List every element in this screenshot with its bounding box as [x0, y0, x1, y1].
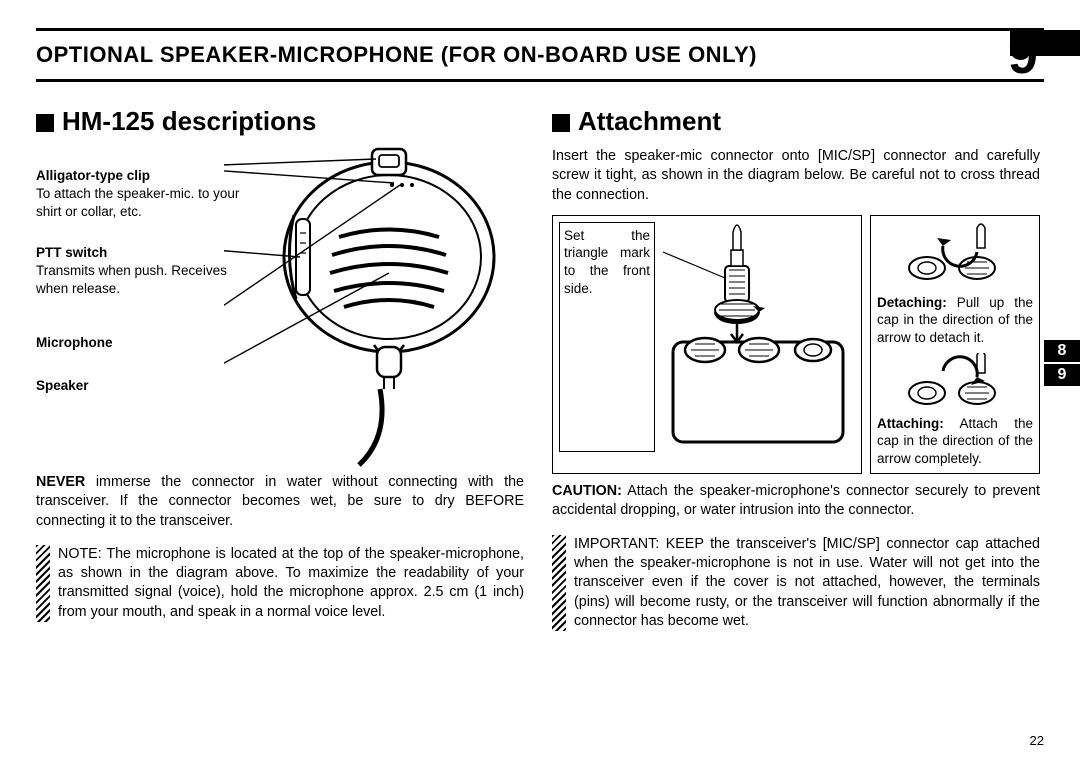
header-black-block [1010, 30, 1080, 56]
page-number: 22 [1030, 733, 1044, 748]
caution-paragraph: CAUTION: Attach the speaker-microphone's… [552, 482, 1040, 521]
detaching-illustration [877, 222, 1033, 292]
side-index-tabs: 8 9 [1044, 340, 1080, 388]
note-block: NOTE: The microphone is located at the t… [36, 545, 524, 622]
hatch-pattern-icon [552, 535, 566, 631]
label-ptt-title: PTT switch [36, 245, 107, 260]
never-text: immerse the connector in water without c… [36, 474, 524, 529]
note-text: NOTE: The microphone is located at the t… [58, 545, 524, 622]
attaching-illustration [877, 353, 1033, 413]
detaching-title: Detaching: [877, 295, 947, 310]
label-mic-title: Microphone [36, 335, 113, 350]
attachment-intro: Insert the speaker-mic connector onto [M… [552, 147, 1040, 205]
section-bullet-icon [36, 114, 54, 132]
section-title-attachment: Attachment [552, 106, 1040, 137]
hatch-pattern-icon [36, 545, 50, 622]
connector-illustration [663, 222, 853, 452]
tab-9: 9 [1044, 364, 1080, 386]
label-microphone: Microphone [36, 334, 246, 352]
chapter-header: OPTIONAL SPEAKER-MICROPHONE (FOR ON-BOAR… [36, 28, 1044, 82]
tab-8: 8 [1044, 340, 1080, 362]
important-block: IMPORTANT: KEEP the transceiver's [MIC/S… [552, 535, 1040, 631]
caution-text: Attach the speaker-microphone's connecto… [552, 483, 1040, 518]
label-spk-title: Speaker [36, 378, 89, 393]
label-clip-desc: To attach the speaker-mic. to your shirt… [36, 186, 239, 219]
triangle-note: Set the triangle mark to the front side. [559, 222, 655, 452]
speaker-mic-illustration [224, 137, 514, 467]
chapter-title: OPTIONAL SPEAKER-MICROPHONE (FOR ON-BOAR… [36, 42, 757, 68]
section-title-descriptions: HM-125 descriptions [36, 106, 524, 137]
attachment-left-panel: Set the triangle mark to the front side. [552, 215, 862, 474]
never-paragraph: NEVER immerse the connector in water wit… [36, 473, 524, 531]
label-speaker: Speaker [36, 377, 246, 395]
label-ptt-desc: Transmits when push. Receives when relea… [36, 263, 227, 296]
hm125-diagram: Alligator-type clip To attach the speake… [36, 147, 524, 467]
attaching-title: Attaching: [877, 416, 944, 431]
column-left: HM-125 descriptions Alligator-type clip … [36, 106, 524, 631]
section-title-attachment-text: Attachment [578, 106, 721, 136]
section-bullet-icon [552, 114, 570, 132]
label-alligator-clip: Alligator-type clip To attach the speake… [36, 167, 246, 222]
label-clip-title: Alligator-type clip [36, 168, 150, 183]
section-title-text: HM-125 descriptions [62, 106, 316, 136]
attachment-right-panel: Detaching: Pull up the cap in the direct… [870, 215, 1040, 474]
column-right: Attachment Insert the speaker-mic connec… [552, 106, 1040, 631]
attachment-diagram-row: Set the triangle mark to the front side. [552, 215, 1040, 474]
label-ptt-switch: PTT switch Transmits when push. Receives… [36, 244, 246, 299]
important-text: IMPORTANT: KEEP the transceiver's [MIC/S… [574, 535, 1040, 631]
